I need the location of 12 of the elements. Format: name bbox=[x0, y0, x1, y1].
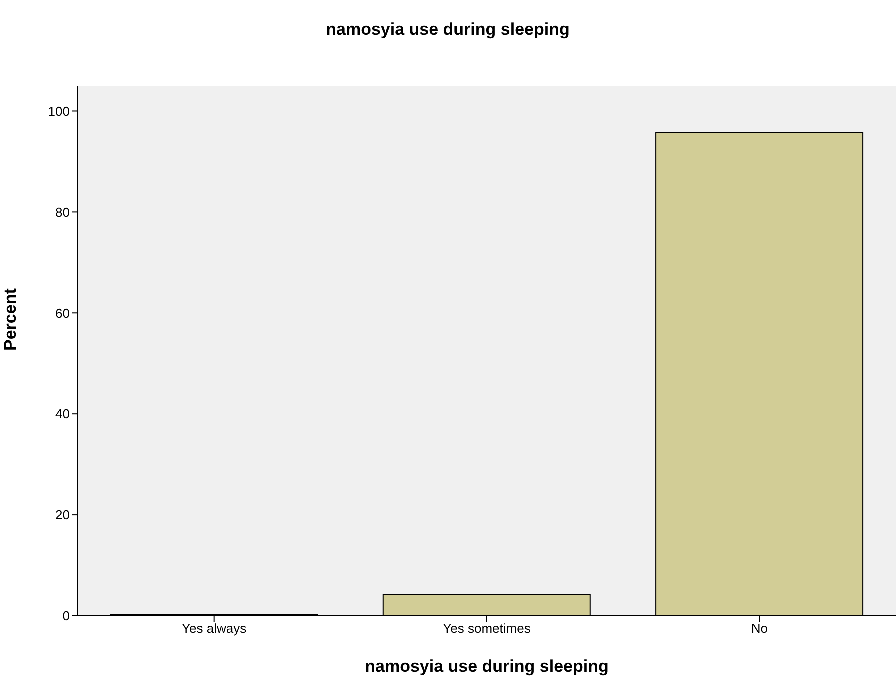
x-tick-label: Yes always bbox=[182, 621, 248, 636]
y-tick-label: 60 bbox=[56, 306, 70, 321]
y-tick-label: 80 bbox=[56, 204, 70, 220]
y-tick-label: 40 bbox=[56, 406, 70, 422]
x-tick-label: Yes sometimes bbox=[443, 621, 532, 636]
y-tick-label: 100 bbox=[48, 104, 70, 119]
x-tick-label: No bbox=[751, 621, 768, 636]
chart-title: namosyia use during sleeping bbox=[325, 20, 571, 40]
y-tick-label: 20 bbox=[56, 508, 70, 523]
y-axis-title: Percent bbox=[1, 288, 20, 351]
x-axis-title: namosyia use during sleeping bbox=[365, 657, 609, 676]
y-tick-label: 0 bbox=[62, 608, 70, 624]
